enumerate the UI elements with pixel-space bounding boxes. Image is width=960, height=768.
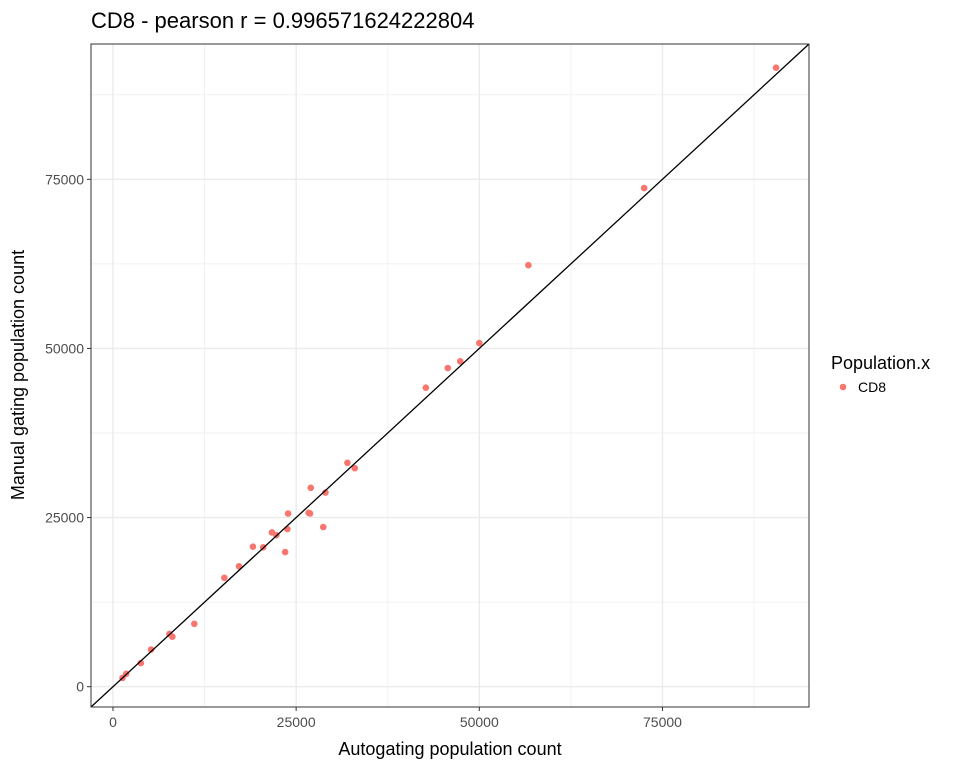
x-tick-label: 0 (109, 714, 117, 730)
data-point (284, 525, 291, 533)
x-axis-title: Autogating population count (338, 739, 561, 759)
data-point (249, 543, 257, 550)
y-tick-label: 25000 (45, 510, 84, 526)
data-point (422, 384, 430, 391)
major-gridlines (91, 44, 809, 707)
plot-border (90, 43, 810, 708)
data-point (147, 646, 155, 653)
y-axis-title: Manual gating population count (8, 250, 28, 500)
data-point (525, 261, 532, 269)
data-point (456, 357, 464, 365)
data-point (137, 659, 145, 667)
minor-gridlines (91, 44, 809, 707)
data-point (322, 489, 329, 496)
legend-title: Population.x (831, 353, 930, 373)
data-point (169, 633, 176, 640)
data-point (221, 574, 228, 582)
identity-reference-line (90, 43, 810, 708)
legend-key-cd8 (839, 383, 847, 391)
data-points (119, 64, 780, 682)
x-tick-label: 50000 (460, 714, 499, 730)
plot-panel (90, 43, 810, 708)
data-point (351, 464, 359, 472)
y-axis-ticks: 0 25000 50000 75000 (45, 171, 91, 695)
data-point (306, 510, 314, 517)
x-tick-label: 75000 (643, 714, 682, 730)
data-point (284, 510, 292, 517)
y-tick-label: 50000 (45, 340, 84, 356)
data-point (281, 548, 289, 556)
legend: Population.x CD8 (831, 353, 930, 395)
data-point (307, 484, 315, 492)
x-tick-label: 25000 (277, 714, 316, 730)
data-point (319, 523, 327, 531)
data-point (476, 339, 483, 347)
y-tick-label: 75000 (45, 171, 84, 187)
data-point (640, 184, 648, 192)
chart-title: CD8 - pearson r = 0.996571624222804 (91, 8, 474, 33)
y-tick-label: 0 (76, 679, 84, 695)
data-point (772, 64, 780, 71)
data-point (444, 364, 452, 372)
x-axis-ticks: 0 25000 50000 75000 (109, 707, 682, 730)
data-point (191, 620, 198, 628)
legend-label-cd8: CD8 (858, 379, 886, 395)
data-point (344, 459, 351, 467)
data-point (235, 562, 243, 570)
